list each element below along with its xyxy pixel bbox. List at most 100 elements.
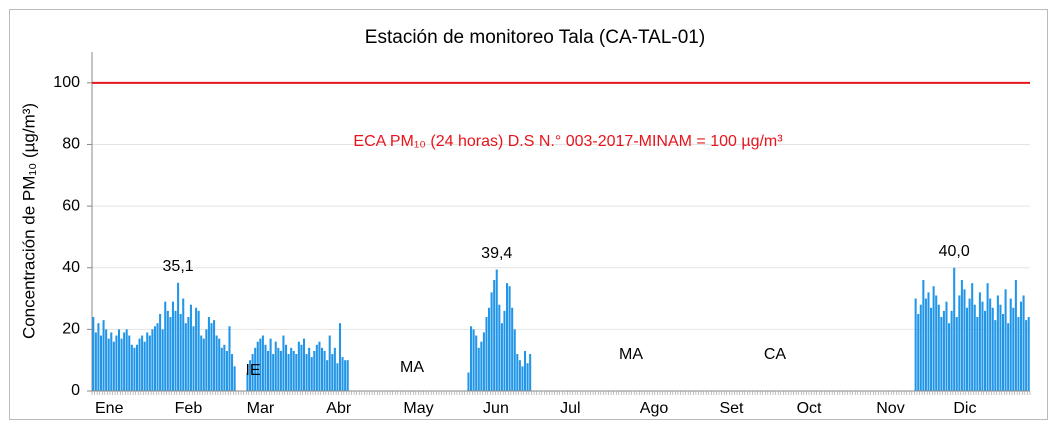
bar (326, 360, 329, 391)
value-label: 40,0 (939, 243, 970, 260)
bar (207, 317, 210, 391)
period-annotation: MA (619, 346, 643, 363)
bar (488, 307, 491, 391)
bar (978, 292, 981, 391)
bar (495, 269, 498, 391)
bar (259, 338, 262, 391)
bar (500, 323, 503, 391)
bar (246, 372, 249, 391)
bar (958, 295, 961, 391)
bar (272, 354, 275, 391)
bar (940, 317, 943, 391)
bar (192, 326, 195, 391)
bar (313, 350, 316, 391)
bar (261, 335, 264, 391)
bar (169, 317, 172, 391)
bar (1009, 298, 1012, 391)
bar (153, 326, 156, 391)
bar (924, 298, 927, 391)
bar (99, 335, 103, 391)
bar (143, 341, 146, 391)
bar (1014, 280, 1017, 391)
bar (166, 310, 169, 391)
bar (919, 304, 922, 391)
y-tick-label: 100 (53, 74, 80, 91)
bar (164, 301, 167, 391)
limit-label: ECA PM₁₀ (24 horas) D.S N.° 003-2017-MIN… (353, 133, 783, 150)
bar (526, 363, 529, 391)
bar (983, 310, 987, 391)
bar (125, 329, 128, 391)
bar (151, 329, 154, 391)
bar (994, 320, 997, 391)
bar (503, 310, 506, 391)
bar (174, 310, 177, 391)
value-label: 35,1 (163, 258, 194, 275)
bar (996, 295, 999, 391)
bar (195, 307, 198, 391)
bar (521, 366, 524, 391)
bar (117, 329, 121, 391)
bar (341, 357, 344, 391)
bar (485, 317, 488, 391)
bar (123, 332, 126, 391)
bar (1025, 320, 1028, 391)
x-tick-label: Mar (247, 400, 275, 417)
bar (264, 344, 267, 391)
bar (1007, 323, 1010, 391)
bar (475, 335, 478, 391)
x-tick-label: Abr (326, 400, 352, 417)
x-tick-label: Ene (95, 400, 124, 417)
x-tick-label: Oct (797, 400, 822, 417)
bar (935, 295, 938, 391)
bar (950, 310, 953, 391)
bar (1017, 317, 1020, 391)
bar (182, 298, 185, 391)
bar (130, 344, 133, 391)
bar (927, 292, 930, 391)
bar (105, 329, 108, 391)
bar (346, 360, 349, 391)
bar (97, 323, 100, 391)
bar (148, 335, 151, 391)
bar (110, 332, 113, 391)
bar (197, 310, 200, 391)
bar (467, 372, 470, 391)
bar (480, 341, 483, 391)
bar (986, 283, 989, 391)
bar (338, 323, 342, 391)
value-label: 39,4 (481, 245, 512, 262)
bar (930, 307, 933, 391)
bar (189, 304, 192, 391)
bar (135, 344, 139, 391)
bar (1019, 301, 1023, 391)
bar (200, 335, 203, 391)
bar (171, 301, 174, 391)
bar (955, 317, 958, 391)
bar (310, 357, 313, 391)
bar (320, 347, 324, 391)
x-tick-label: Ago (640, 400, 669, 417)
x-tick-label: Set (719, 400, 744, 417)
bar (274, 341, 277, 391)
bar (102, 320, 105, 391)
bar (141, 335, 144, 391)
bar (213, 320, 216, 391)
bar (932, 286, 935, 391)
bar (256, 341, 259, 391)
bar (295, 354, 298, 391)
bar (331, 354, 334, 391)
bar (138, 338, 141, 391)
bar (1001, 313, 1005, 391)
bar (228, 326, 231, 391)
y-tick-label: 20 (62, 321, 80, 338)
bar (948, 323, 951, 391)
chart-title: Estación de monitoreo Tala (CA-TAL-01) (365, 27, 705, 48)
bar (115, 335, 118, 391)
x-tick-label: Jun (483, 400, 509, 417)
bar (302, 338, 306, 391)
bar (508, 286, 511, 391)
bar (220, 347, 223, 391)
period-annotation: CA (764, 346, 787, 363)
bar (269, 338, 272, 391)
